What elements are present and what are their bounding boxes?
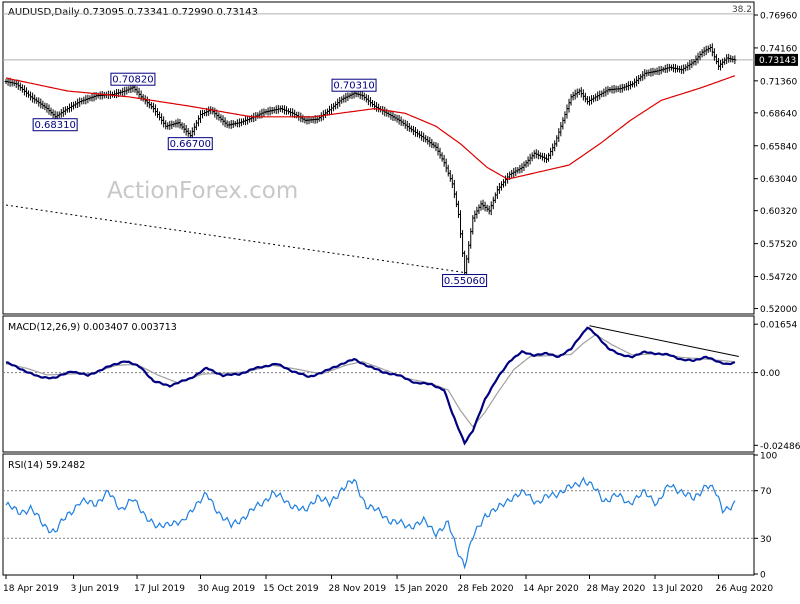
macd-panel-title: MACD(12,26,9) 0.003407 0.003713 [8,322,177,333]
price-panel-frame [2,1,755,315]
watermark: ActionForex.com [107,178,298,204]
price-tick-label: 0.57520 [760,240,797,250]
macd-y-axis: 0.01654 0.00 -0.02486 [754,321,800,452]
swing-label: 0.70820 [110,72,156,86]
rsi-tick-label: 100 [760,452,777,462]
x-tick-label: 26 Aug 2020 [715,584,773,594]
swing-label: 0.70310 [331,78,377,92]
support-trendline [5,204,465,274]
price-bar [733,55,737,65]
x-tick-label: 28 May 2020 [586,584,645,594]
rsi-panel-title: RSI(14) 59.2482 [8,460,85,471]
swing-label: 0.55060 [442,274,488,288]
macd-trendline [589,325,739,357]
current-price-tag: 0.73143 [755,53,798,66]
price-tick-label: 0.71360 [760,77,797,87]
x-tick-label: 3 Jun 2019 [71,584,120,594]
x-tick-label: 28 Feb 2020 [458,584,514,594]
price-tick-label: 0.60320 [760,207,797,217]
x-tick-label: 13 Jul 2020 [652,584,703,594]
x-tick-label: 18 Apr 2019 [3,584,59,594]
price-panel-title: AUDUSD,Daily 0.73095 0.73341 0.72990 0.7… [8,7,258,18]
price-tick-label: 0.54720 [760,273,797,283]
x-tick-label: 15 Oct 2019 [263,584,319,594]
macd-tick-label: 0.00 [760,369,780,379]
swing-label-text: 0.70820 [112,75,153,86]
x-tick-label: 30 Aug 2019 [197,584,255,594]
price-tick-label: 0.52000 [760,305,797,315]
price-tick-label: 0.76960 [760,11,797,21]
swing-label: 0.66700 [167,137,213,151]
macd-line [5,326,736,446]
rsi-level-lines [3,490,754,539]
swing-label-text: 0.68310 [34,120,75,131]
x-tick-label: 17 Jul 2019 [134,584,185,594]
rsi-panel-frame [2,453,755,576]
rsi-line [5,476,736,570]
rsi-tick-label: 70 [760,487,772,497]
price-reference-lines [3,13,754,61]
rsi-y-axis: 100 70 30 0 [754,452,777,581]
moving-average-line [5,75,736,180]
price-tick-label: 0.74160 [760,44,797,54]
rsi-tick-label: 30 [760,535,772,545]
swing-label-text: 0.66700 [170,139,211,150]
price-y-axis: 0.76960 0.74160 0.71360 0.68640 0.65840 0.630… [754,11,797,315]
swing-labels: 0.68310 0.70820 0.66700 0.70310 0.55060 [32,72,488,288]
x-tick-label: 28 Nov 2019 [329,584,387,594]
x-tick-label: 14 Apr 2020 [523,584,579,594]
macd-tick-label: -0.02486 [760,442,800,452]
swing-label-text: 0.70310 [333,81,374,92]
fib-level-label: 38.2 [732,5,752,15]
swing-label: 0.68310 [32,118,78,132]
current-price-value: 0.73143 [759,56,796,66]
x-tick-label: 15 Jan 2020 [394,584,448,594]
price-tick-label: 0.68640 [760,109,797,119]
rsi-tick-label: 0 [760,571,766,581]
macd-signal-line [5,333,735,428]
price-tick-label: 0.63040 [760,175,797,185]
macd-panel-frame [2,315,755,453]
price-tick-label: 0.65840 [760,142,797,152]
macd-tick-label: 0.01654 [760,321,797,331]
swing-label-text: 0.55060 [444,276,485,287]
x-axis: 18 Apr 2019 3 Jun 2019 17 Jul 2019 30 Aug 2… [3,575,773,594]
